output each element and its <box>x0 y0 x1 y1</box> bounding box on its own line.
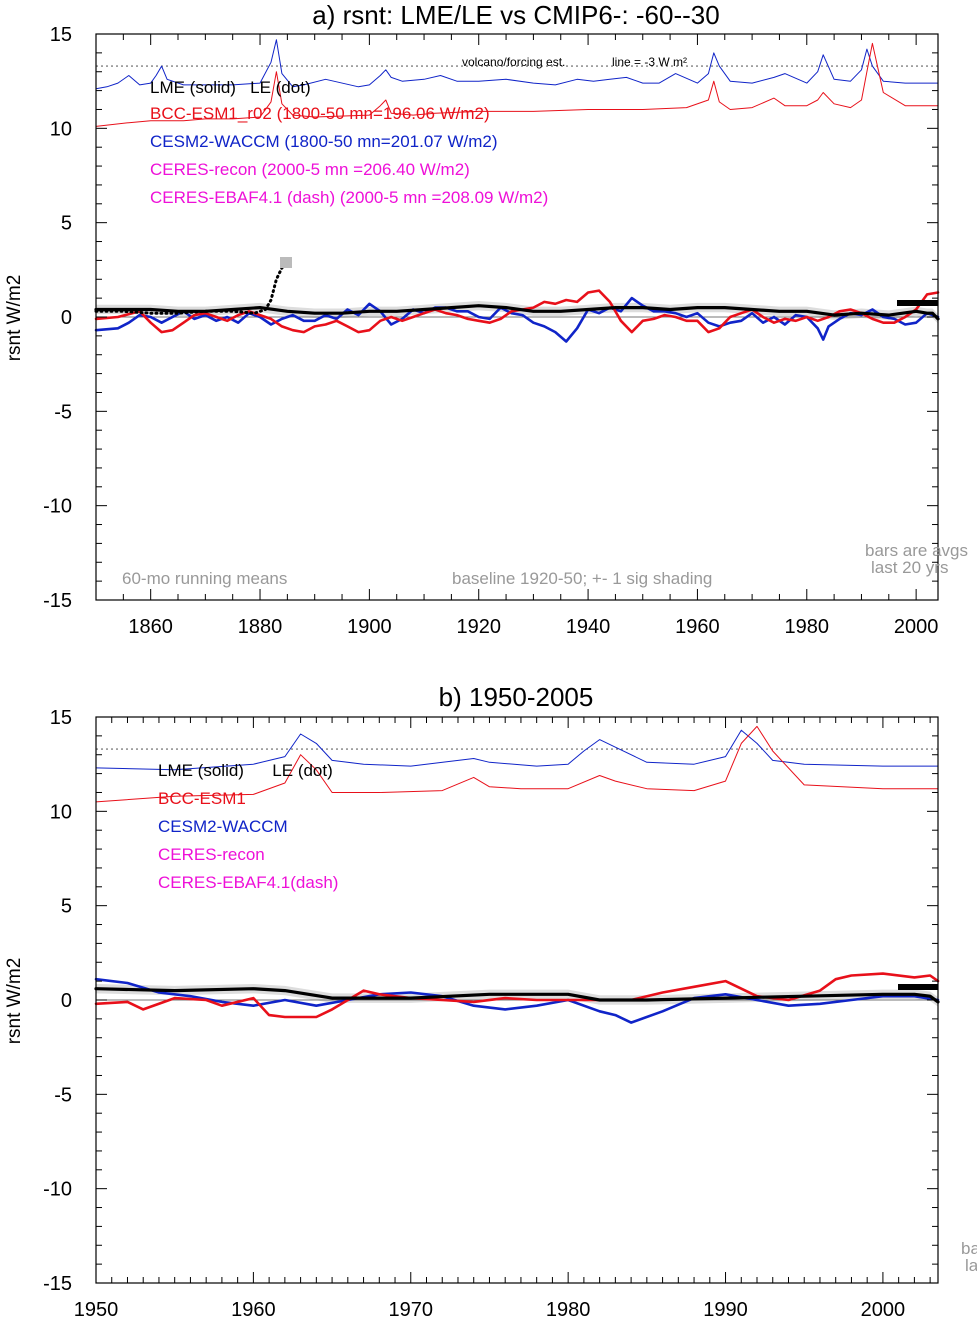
series-bcc-forcing <box>95 42 939 127</box>
panel-a-y-tick-labels: 15 10 5 0 -5 -10 -15 <box>43 24 72 612</box>
y-tick-label: 5 <box>61 213 72 235</box>
y-tick-label: 15 <box>50 24 72 46</box>
series-cesm2-model <box>94 977 940 1024</box>
panel-a-y-axis-label: rsnt W/m2 <box>4 275 25 362</box>
x-tick-label: 1900 <box>347 616 392 638</box>
panel-b-y-tick-labels: 15 10 5 0 -5 -10 -15 <box>43 707 72 1295</box>
panel-a-title: a) rsnt: LME/LE vs CMIP6-: -60--30 <box>312 0 719 30</box>
panel-a-bars-note-2: last 20 yrs <box>871 558 948 577</box>
series-cesm2-forcing <box>95 729 939 771</box>
y-tick-label: -15 <box>43 1273 72 1295</box>
panel-b-edge-note-2: la <box>965 1256 977 1275</box>
series-bcc-forcing <box>95 725 939 803</box>
y-tick-label: -5 <box>54 1084 72 1106</box>
series-lme-model <box>94 304 940 321</box>
legend-a-bcc: BCC-ESM1_r02 (1800-50 mn=196.06 W/m2) <box>150 104 490 123</box>
series-cesm2-forcing <box>95 39 939 90</box>
panel-a-axes-ticks <box>95 33 938 601</box>
x-tick-label: 1950 <box>74 1299 119 1321</box>
panel-a-baseline-note: baseline 1920-50; +- 1 sig shading <box>452 569 712 588</box>
series-lme-model <box>94 987 940 1004</box>
x-tick-label: 1920 <box>456 616 501 638</box>
panel-b-title: b) 1950-2005 <box>439 682 594 712</box>
legend-a-ceres-ebaf: CERES-EBAF4.1 (dash) (2000-5 mn =208.09 … <box>150 188 548 207</box>
panel-a-x-tick-labels: 1860 1880 1900 1920 1940 1960 1980 2000 <box>128 616 938 638</box>
x-tick-label: 1990 <box>703 1299 748 1321</box>
x-tick-label: 2000 <box>861 1299 906 1321</box>
x-tick-label: 1880 <box>238 616 283 638</box>
y-tick-label: 5 <box>61 896 72 918</box>
x-tick-label: 1940 <box>566 616 611 638</box>
y-tick-label: -10 <box>43 496 72 518</box>
panel-a-line-label: line = -3 W m² <box>612 55 687 69</box>
legend-b-ceres-recon: CERES-recon <box>158 845 265 864</box>
panel-b-legend: LME (solid) LE (dot) BCC-ESM1 CESM2-WACC… <box>158 761 338 892</box>
y-tick-label: 0 <box>61 990 72 1012</box>
panel-a-le-end-marker <box>280 257 292 268</box>
panel-a-volcano-label: volcano/forcing est. <box>462 55 565 69</box>
x-tick-label: 1970 <box>389 1299 434 1321</box>
y-tick-label: -5 <box>54 401 72 423</box>
panel-a-running-note: 60-mo running means <box>122 569 287 588</box>
legend-a-ceres-recon: CERES-recon (2000-5 mn =206.40 W/m2) <box>150 160 470 179</box>
legend-a-lme: LME (solid) LE (dot) <box>150 78 311 97</box>
x-tick-label: 1960 <box>675 616 720 638</box>
panel-a-bars-note-1: bars are avgs <box>865 541 968 560</box>
legend-b-cesm2: CESM2-WACCM <box>158 817 288 836</box>
y-tick-label: -10 <box>43 1179 72 1201</box>
panel-b-axes-ticks <box>95 716 938 1284</box>
panel-b: b) 1950-2005 1950 1960 1970 1980 1990 2000 15… <box>4 682 977 1321</box>
y-tick-label: 10 <box>50 118 72 140</box>
x-tick-label: 2000 <box>894 616 939 638</box>
x-tick-label: 1960 <box>231 1299 276 1321</box>
x-tick-label: 1980 <box>546 1299 591 1321</box>
x-tick-label: 1980 <box>785 616 830 638</box>
panel-a: a) rsnt: LME/LE vs CMIP6-: -60--30 1860 1… <box>4 0 968 638</box>
legend-b-ceres-ebaf: CERES-EBAF4.1(dash) <box>158 873 338 892</box>
series-bcc-model <box>94 972 940 1019</box>
legend-b-bcc: BCC-ESM1 <box>158 789 246 808</box>
y-tick-label: -15 <box>43 590 72 612</box>
panel-b-x-tick-labels: 1950 1960 1970 1980 1990 2000 <box>74 1299 905 1321</box>
panel-b-series <box>94 725 940 1024</box>
panel-a-legend: LME (solid) LE (dot) BCC-ESM1_r02 (1800-… <box>150 78 548 207</box>
panel-b-y-axis-label: rsnt W/m2 <box>4 958 25 1045</box>
legend-a-cesm2: CESM2-WACCM (1800-50 mn=201.07 W/m2) <box>150 132 498 151</box>
y-tick-label: 15 <box>50 707 72 729</box>
x-tick-label: 1860 <box>128 616 173 638</box>
legend-b-lme: LME (solid) LE (dot) <box>158 761 333 780</box>
y-tick-label: 0 <box>61 307 72 329</box>
y-tick-label: 10 <box>50 801 72 823</box>
panel-b-edge-note-1: ba <box>961 1239 977 1258</box>
panel-a-series <box>94 39 940 343</box>
series-lme-dotted <box>94 260 289 315</box>
